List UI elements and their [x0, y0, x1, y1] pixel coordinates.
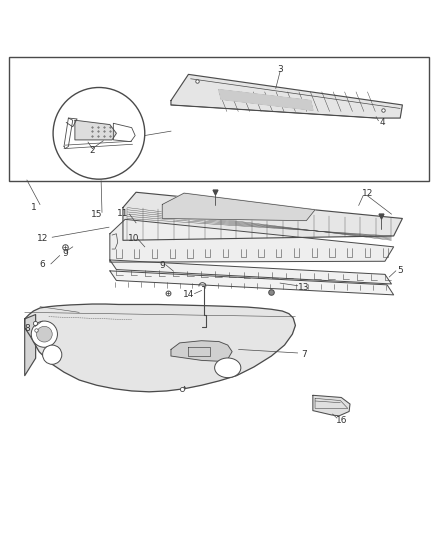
Text: 10: 10: [128, 233, 140, 243]
Text: 12: 12: [36, 233, 48, 243]
Polygon shape: [110, 260, 392, 284]
Bar: [10, 57, 428, 181]
Text: 9: 9: [63, 249, 68, 258]
Polygon shape: [25, 314, 35, 376]
Text: 15: 15: [91, 211, 102, 220]
Ellipse shape: [215, 358, 241, 377]
Text: 2: 2: [89, 146, 95, 155]
Polygon shape: [123, 192, 403, 240]
Text: 16: 16: [336, 416, 348, 425]
Text: 7: 7: [301, 350, 307, 359]
Polygon shape: [313, 395, 350, 416]
Polygon shape: [171, 75, 403, 118]
Circle shape: [36, 326, 52, 342]
Polygon shape: [171, 341, 232, 361]
Text: 5: 5: [397, 266, 403, 276]
Text: 1: 1: [31, 203, 36, 212]
Polygon shape: [219, 90, 313, 110]
Polygon shape: [162, 193, 315, 221]
Polygon shape: [75, 120, 117, 140]
Circle shape: [31, 321, 57, 348]
Text: 8: 8: [24, 324, 30, 333]
Text: 9: 9: [159, 261, 165, 270]
Text: 13: 13: [298, 282, 310, 292]
Text: 6: 6: [39, 260, 45, 269]
Polygon shape: [110, 220, 394, 262]
Text: 3: 3: [277, 64, 283, 74]
Polygon shape: [110, 271, 394, 295]
Circle shape: [53, 87, 145, 179]
Text: 4: 4: [380, 118, 385, 127]
Text: 11: 11: [117, 209, 129, 218]
Text: 14: 14: [183, 290, 194, 300]
Circle shape: [42, 345, 62, 364]
Text: 12: 12: [362, 189, 373, 198]
Polygon shape: [25, 304, 295, 392]
